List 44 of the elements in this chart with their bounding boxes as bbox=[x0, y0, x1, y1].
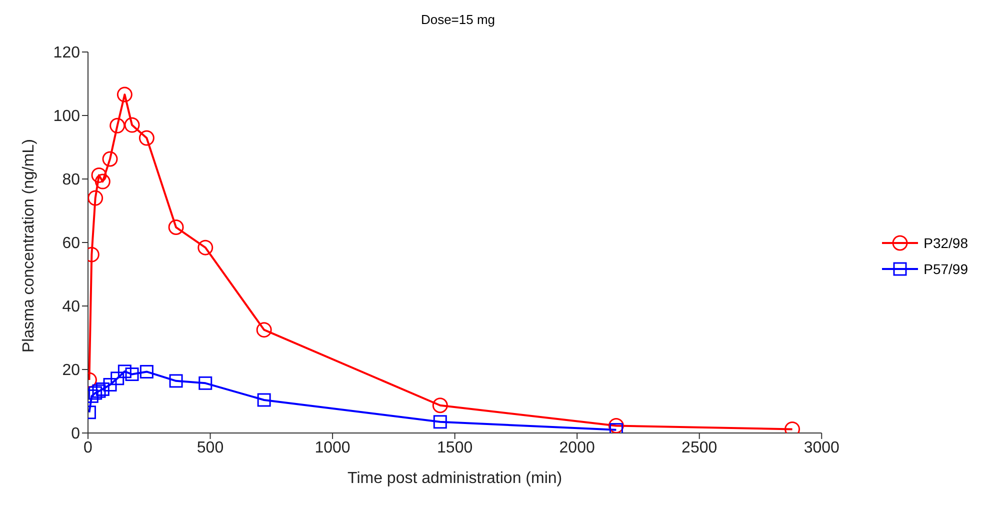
x-tick-label: 2500 bbox=[682, 439, 718, 456]
point bbox=[88, 190, 104, 206]
point bbox=[169, 374, 183, 388]
y-tick-label: 20 bbox=[62, 362, 80, 380]
point bbox=[138, 130, 154, 146]
point bbox=[91, 167, 107, 183]
point bbox=[608, 418, 624, 433]
point bbox=[110, 118, 126, 134]
point bbox=[125, 368, 139, 382]
x-tick-label: 1000 bbox=[314, 439, 350, 456]
y-tick-label: 60 bbox=[62, 235, 80, 252]
point bbox=[103, 378, 117, 392]
point bbox=[198, 376, 212, 390]
point bbox=[432, 398, 448, 414]
point bbox=[257, 393, 271, 407]
x-tick-label: 2000 bbox=[559, 439, 595, 456]
point bbox=[168, 220, 184, 236]
y-tick-label: 40 bbox=[62, 298, 80, 316]
x-tick-label: 1500 bbox=[437, 439, 473, 456]
y-tick-label: 0 bbox=[71, 426, 80, 443]
point bbox=[118, 364, 132, 378]
legend-label: P57/99 bbox=[924, 260, 968, 276]
x-axis-title: Time post administration (min) bbox=[348, 470, 562, 487]
y-tick-label: 120 bbox=[53, 44, 80, 62]
point bbox=[92, 384, 106, 398]
y-tick-label: 100 bbox=[53, 108, 80, 126]
chart-title: Dose=15 mg bbox=[420, 12, 496, 27]
point bbox=[116, 86, 132, 102]
point bbox=[256, 322, 272, 338]
y-tick-label: 80 bbox=[62, 172, 80, 189]
legend-label: P32/98 bbox=[924, 234, 968, 250]
x-tick-label: 500 bbox=[196, 439, 224, 456]
point bbox=[198, 240, 214, 256]
x-tick-label: 0 bbox=[84, 439, 93, 456]
point bbox=[124, 117, 140, 133]
x-tick-label: 3000 bbox=[804, 439, 840, 456]
point bbox=[88, 386, 102, 400]
point bbox=[433, 415, 447, 429]
y-axis-title: Plasma concentration (ng/mL) bbox=[20, 139, 38, 352]
point bbox=[110, 372, 124, 386]
point bbox=[96, 382, 110, 396]
point bbox=[140, 364, 154, 378]
point bbox=[94, 174, 110, 190]
point bbox=[102, 151, 118, 167]
